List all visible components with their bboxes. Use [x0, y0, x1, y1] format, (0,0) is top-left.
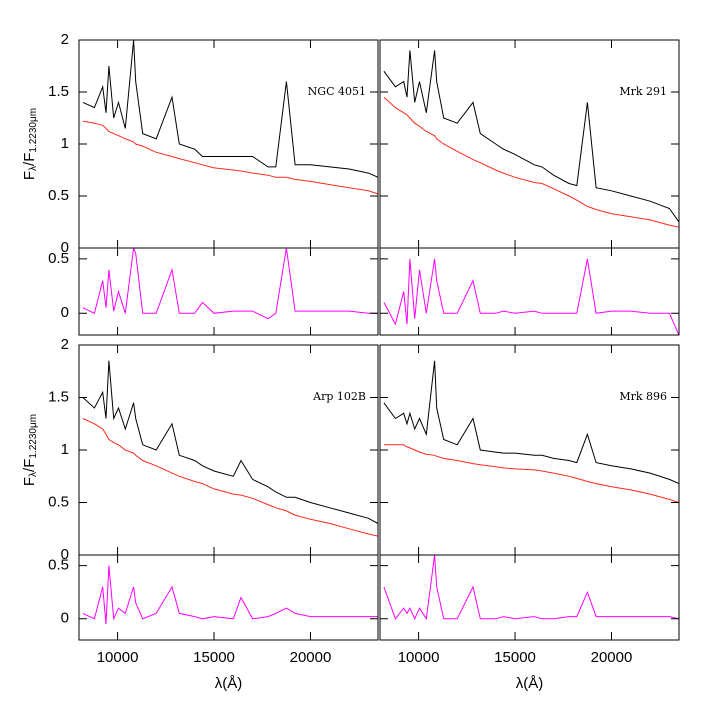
panel: 0 0.5 1 1.5 2 NGC 4051 Fλ/F1.2230μm — [21, 31, 379, 256]
frame — [379, 247, 680, 336]
x-tick-label: 15000 — [494, 649, 536, 666]
annotation: NGC 4051 — [308, 85, 366, 98]
panel: 10000 15000 20000 λ(Å) — [379, 554, 680, 692]
y-axis-label-part: /F — [21, 153, 38, 166]
y-tick-label: 2 — [61, 31, 69, 48]
plot-area — [82, 360, 378, 537]
y-axis-label-part: λ — [28, 472, 39, 477]
plot-area — [82, 40, 378, 195]
frame — [78, 554, 379, 641]
y-tick-label: 0.5 — [48, 187, 69, 204]
frame — [78, 247, 379, 336]
y-tick-label: 0.5 — [48, 493, 69, 510]
panel: 0 0.5 1 1.5 2 Arp 102B Fλ/F1.2230μm — [21, 336, 379, 563]
y-tick-label: 0 — [61, 304, 69, 321]
panel: Mrk 291 — [379, 39, 680, 249]
spectrum-line — [82, 40, 378, 178]
annotation: Arp 102B — [312, 390, 366, 403]
annotation: Mrk 896 — [619, 390, 667, 403]
y-tick-label: 2 — [61, 336, 69, 353]
plot-area — [82, 248, 378, 320]
y-axis-label: Fλ/F1.2230μm — [21, 108, 39, 180]
y-axis-label-part: 1.2230μm — [28, 414, 39, 459]
y-axis-label-part: F — [21, 171, 38, 180]
x-axis-label: λ(Å) — [215, 675, 243, 692]
panel: 00.5 — [48, 247, 379, 336]
spectrum-line — [383, 555, 679, 621]
spectrum-line — [82, 565, 378, 625]
x-axis-label: λ(Å) — [516, 675, 544, 692]
plot-area — [383, 50, 679, 228]
frame — [379, 344, 680, 556]
y-axis-label: Fλ/F1.2230μm — [21, 414, 39, 486]
y-tick-label: 0 — [61, 546, 69, 563]
y-tick-label: 0.5 — [48, 557, 69, 574]
y-tick-label: 1.5 — [48, 388, 69, 405]
y-tick-label: 0 — [61, 610, 69, 627]
x-tick-label: 20000 — [290, 649, 332, 666]
y-tick-label: 1.5 — [48, 83, 69, 100]
spectrum-line — [383, 360, 679, 485]
spectrum-line — [82, 418, 378, 537]
spectrum-line — [82, 120, 378, 195]
x-tick-label: 15000 — [193, 649, 235, 666]
y-axis-label-part: /F — [21, 459, 38, 472]
frame — [379, 554, 680, 641]
spectrum-line — [383, 258, 679, 335]
panel: 10000 15000 20000 0 0.5 λ(Å) — [48, 554, 379, 692]
y-axis-label-part: F — [21, 477, 38, 486]
y-axis-label-part: λ — [28, 166, 39, 171]
y-tick-label: 1 — [61, 441, 69, 458]
x-tick-label: 10000 — [97, 649, 139, 666]
x-tick-label: 20000 — [591, 649, 633, 666]
plot-area — [383, 258, 679, 335]
y-axis-label-part: 1.2230μm — [28, 108, 39, 153]
spectrum-line — [82, 360, 378, 524]
annotation: Mrk 291 — [619, 85, 667, 98]
y-tick-label: 1 — [61, 135, 69, 152]
spectrum-line — [383, 50, 679, 223]
frame — [78, 39, 379, 249]
spectrum-line — [82, 248, 378, 320]
frame — [78, 344, 379, 556]
panel — [379, 247, 680, 336]
y-tick-label: 0 — [61, 239, 69, 256]
spectrum-line — [383, 96, 679, 228]
frame — [379, 39, 680, 249]
plot-area — [383, 555, 679, 621]
x-tick-label: 10000 — [398, 649, 440, 666]
y-tick-label: 0.5 — [48, 250, 69, 267]
panel: Mrk 896 — [379, 344, 680, 556]
spectrum-line — [383, 444, 679, 503]
plot-area — [82, 565, 378, 625]
plot-area — [383, 360, 679, 503]
